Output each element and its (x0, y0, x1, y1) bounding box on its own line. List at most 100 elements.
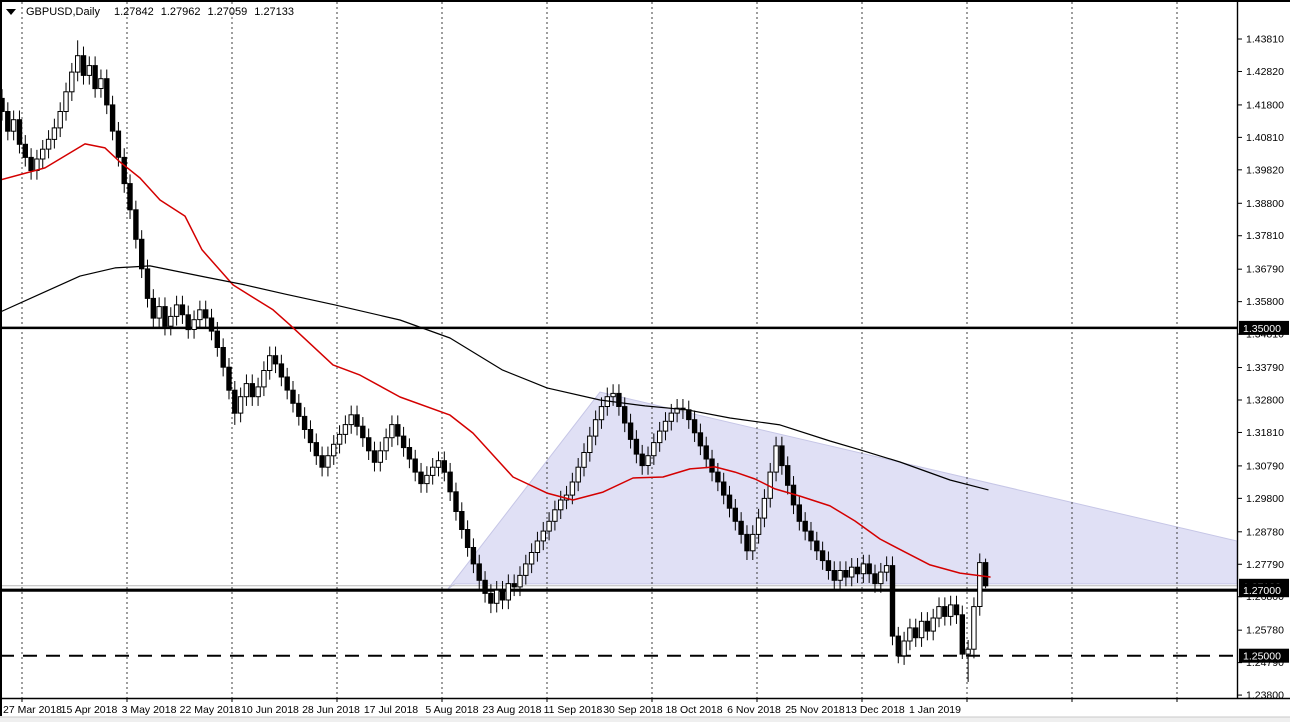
candle-body-up (505, 583, 512, 601)
candle-body-down (686, 409, 692, 421)
candle-body-up (342, 424, 349, 435)
candle-body-up (587, 435, 593, 454)
candle-body-up (86, 65, 92, 76)
quote-high: 1.27962 (160, 6, 201, 18)
date-tick-label: 17 Jul 2018 (364, 704, 418, 716)
candle-body-up (75, 55, 81, 73)
candle-body-down (214, 330, 221, 349)
candle-body-up (63, 91, 69, 113)
candle-body-down (395, 424, 401, 437)
candle-body-up (267, 355, 273, 372)
date-tick-label: 27 Mar 2018 (3, 704, 62, 716)
candle-body-down (616, 392, 622, 407)
candle-body-down (290, 389, 296, 404)
candle-body-down (301, 415, 308, 430)
candle-body-down (825, 560, 832, 572)
price-tick-label: 1.42820 (1246, 66, 1284, 78)
candle-body-up (57, 111, 63, 129)
candle-body-down (796, 504, 802, 522)
candle-body-up (261, 370, 267, 388)
black-moving-average-line[interactable] (0, 265, 989, 491)
candle-body-down (371, 450, 378, 463)
quote-low: 1.27059 (207, 6, 248, 18)
candle-body-up (168, 315, 174, 327)
candle-body-down (924, 620, 931, 632)
candle-body-up (40, 148, 46, 160)
candle-body-down (366, 437, 372, 452)
candle-body-down (284, 376, 290, 391)
date-tick-label: 1 Jan 2019 (909, 704, 961, 716)
date-tick-label: 22 May 2018 (180, 704, 241, 716)
quote-open: 1.27842 (113, 6, 154, 18)
candle-body-down (511, 583, 517, 588)
candle-body-up (534, 540, 541, 553)
candle-body-down (744, 533, 750, 552)
date-tick-label: 13 Dec 2018 (845, 704, 905, 716)
candle-body-down (133, 209, 139, 240)
candle-body-up (598, 406, 605, 421)
candle-body-up (255, 386, 261, 398)
symbol-period-label: GBPUSD,Daily (26, 6, 100, 18)
candle-body-up (965, 648, 971, 655)
price-tick-label: 1.25780 (1246, 625, 1284, 637)
candle-body-down (732, 507, 738, 522)
candle-body-up (237, 396, 244, 414)
candle-body-up (907, 627, 913, 642)
candle-body-down (499, 589, 506, 601)
candle-body-up (546, 520, 552, 532)
candle-body-down (470, 547, 477, 565)
chart-header: GBPUSD,Daily 1.27842 1.27962 1.27059 1.2… (6, 5, 301, 19)
date-tick-label: 18 Oct 2018 (665, 704, 722, 716)
candle-body-up (383, 437, 389, 452)
symbol-dropdown-triangle-icon[interactable] (6, 9, 16, 15)
candle-body-down (802, 520, 808, 532)
candle-body-up (377, 450, 384, 463)
candle-body-down (913, 627, 919, 639)
candle-body-down (104, 78, 110, 106)
candlesticks (0, 40, 989, 682)
quote-close: 1.27133 (254, 6, 295, 18)
price-tick-label: 1.35800 (1246, 296, 1284, 308)
candle-body-up (191, 319, 197, 331)
candle-body-down (313, 442, 320, 457)
date-tick-label: 28 Jun 2018 (302, 704, 360, 716)
candle-body-down (162, 306, 168, 327)
candle-body-down (691, 419, 698, 434)
candle-body-down (464, 529, 471, 548)
candle-body-down (22, 143, 29, 158)
candle-body-up (558, 499, 564, 511)
candle-body-down (447, 471, 453, 493)
red-moving-average-line[interactable] (0, 143, 991, 578)
candle-body-up (948, 604, 954, 617)
candle-body-up (10, 119, 17, 132)
horizontal-level-lines[interactable] (0, 326, 1237, 657)
candle-body-down (5, 111, 11, 132)
candle-body-down (185, 314, 191, 331)
candle-body-up (883, 565, 890, 573)
candle-body-down (80, 55, 87, 76)
candle-body-down (785, 465, 791, 486)
price-tick-label: 1.36790 (1246, 264, 1284, 276)
candle-body-up (901, 640, 907, 657)
candle-body-down (459, 511, 465, 530)
price-tick-label: 1.28780 (1246, 526, 1284, 538)
candle-body-up (430, 466, 436, 476)
candle-body-down (808, 530, 814, 542)
price-tick-label: 1.33790 (1246, 362, 1284, 374)
candle-body-down (726, 494, 733, 509)
price-axis[interactable]: 1.43810 1.42820 1.41800 1.40810 1.39820 1.388… (1237, 34, 1289, 702)
level-price-label-1.35000-text: 1.35000 (1243, 323, 1281, 335)
candle-body-up (156, 306, 162, 319)
candle-body-down (203, 309, 209, 319)
candle-body-up (860, 563, 867, 575)
candle-body-down (16, 119, 23, 145)
level-price-label-1.27000-text: 1.27000 (1243, 585, 1281, 597)
candle-body-up (918, 620, 925, 639)
price-tick-label: 1.27790 (1246, 559, 1284, 571)
price-tick-label: 1.32800 (1246, 395, 1284, 407)
candle-body-up (849, 566, 855, 578)
candle-body-down (249, 383, 256, 398)
